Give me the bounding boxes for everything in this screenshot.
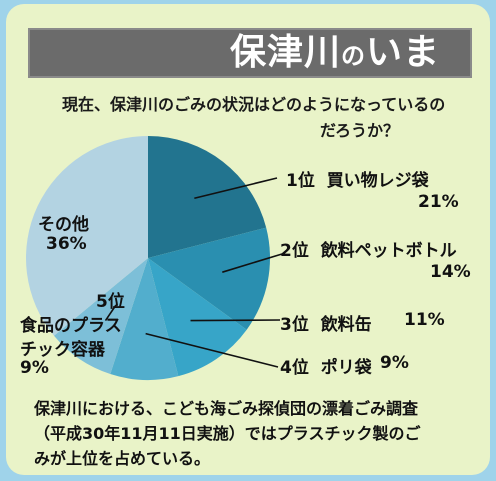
rank-2: 2位 bbox=[280, 241, 309, 261]
name-5-line-2: チック容器 bbox=[20, 340, 105, 360]
question-line-2: だろうか？ bbox=[320, 121, 400, 140]
title-banner: 保津川のいま bbox=[28, 28, 472, 78]
footer-line-1: 保津川における、こども海ごみ探偵団の漂着ごみ調査 bbox=[34, 399, 419, 418]
name-5-line-1: 食品のプラス bbox=[20, 316, 122, 336]
question-line-1: 現在、保津川のごみの状況はどのようになっているの bbox=[62, 95, 446, 114]
footer-line-3: みが上位を占めている。 bbox=[34, 449, 211, 468]
title-rest: いま bbox=[365, 32, 440, 73]
label-rank-1: 1位 買い物レジ袋 bbox=[286, 166, 429, 191]
rank-5: 5位 bbox=[96, 292, 125, 312]
rank-3: 3位 bbox=[280, 315, 309, 335]
percent-4: 9% bbox=[380, 353, 409, 373]
name-3: 飲料缶 bbox=[320, 315, 372, 335]
label-rank-2: 2位 飲料ペットボトル bbox=[280, 236, 457, 261]
label-rank-3: 3位 飲料缶 bbox=[280, 310, 372, 335]
name-1: 買い物レジ袋 bbox=[326, 171, 429, 191]
name-other: その他 bbox=[38, 215, 89, 235]
page-title: 保津川のいま bbox=[230, 32, 440, 77]
rank-4: 4位 bbox=[280, 358, 309, 378]
title-main: 保津川 bbox=[229, 32, 341, 73]
percent-3: 11% bbox=[404, 310, 445, 330]
percent-2: 14% bbox=[430, 262, 471, 282]
pie-slice-6 bbox=[26, 136, 149, 336]
percent-1: 21% bbox=[418, 192, 459, 212]
title-particle: の bbox=[340, 42, 366, 70]
leader-line-4 bbox=[145, 332, 279, 368]
percent-other: 36% bbox=[46, 234, 87, 254]
pie-slice-4 bbox=[110, 258, 179, 380]
rank-1: 1位 bbox=[286, 171, 315, 191]
pie-slice-3 bbox=[148, 258, 247, 377]
name-4: ポリ袋 bbox=[320, 358, 372, 378]
leader-line-3 bbox=[190, 319, 281, 322]
leader-line-2 bbox=[222, 253, 283, 273]
percent-5: 9% bbox=[20, 358, 49, 378]
leader-line-5 bbox=[104, 304, 117, 322]
name-2: 飲料ペットボトル bbox=[320, 241, 457, 261]
leader-line-1 bbox=[194, 177, 278, 200]
footer-line-2: （平成30年11月11日実施）ではプラスチック製のご bbox=[34, 424, 421, 443]
pie-slice-1 bbox=[148, 136, 267, 258]
label-rank-4: 4位 ポリ袋 bbox=[280, 353, 372, 378]
question-text: 現在、保津川のごみの状況はどのようになっているの だろうか？ bbox=[62, 92, 482, 144]
pie-slice-2 bbox=[148, 227, 270, 330]
footer-note: 保津川における、こども海ごみ探偵団の漂着ごみ調査 （平成30年11月11日実施）… bbox=[34, 396, 484, 471]
pie-slice-5 bbox=[53, 258, 148, 375]
